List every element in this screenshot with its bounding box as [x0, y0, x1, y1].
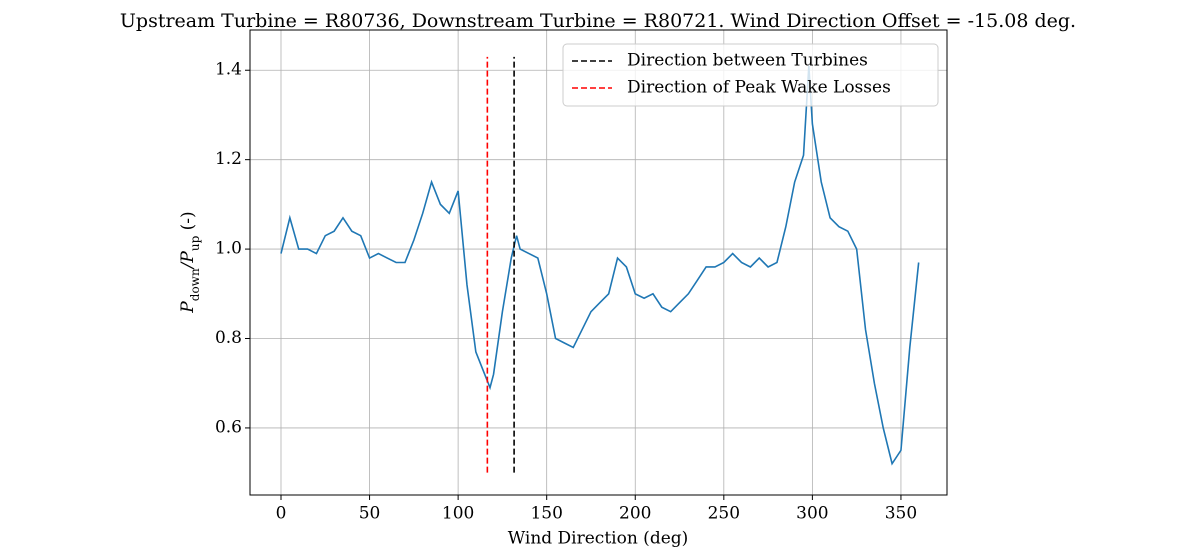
- x-tick-label: 150: [530, 504, 562, 524]
- x-tick-label: 50: [359, 504, 381, 524]
- legend-label: Direction of Peak Wake Losses: [627, 78, 891, 98]
- x-axis-label: Wind Direction (deg): [508, 529, 689, 549]
- legend-label: Direction between Turbines: [627, 51, 868, 71]
- y-label-part: (-): [178, 211, 198, 235]
- x-tick-label: 0: [276, 504, 287, 524]
- y-tick-label: 1.0: [215, 239, 242, 259]
- y-axis-label: Pdown/Pup (-): [178, 211, 202, 313]
- chart-title: Upstream Turbine = R80736, Downstream Tu…: [120, 10, 1076, 32]
- axes-frame: [249, 29, 948, 496]
- x-tick-label: 200: [619, 504, 651, 524]
- x-tick-label: 350: [885, 504, 917, 524]
- x-tick-label: 100: [442, 504, 474, 524]
- x-tick-label: 300: [796, 504, 828, 524]
- y-label-part: up: [188, 235, 202, 251]
- x-tick-label: 250: [708, 504, 740, 524]
- y-tick-label: 1.2: [215, 149, 242, 169]
- y-label-part: P: [178, 301, 198, 314]
- y-tick-label: 0.6: [215, 417, 242, 437]
- y-tick-label: 0.8: [215, 328, 242, 348]
- y-tick-label: 1.4: [215, 60, 242, 80]
- y-label-part: /P: [178, 251, 198, 271]
- legend-box: [562, 43, 939, 107]
- data-line: [280, 65, 920, 466]
- y-label-part: down: [188, 268, 202, 301]
